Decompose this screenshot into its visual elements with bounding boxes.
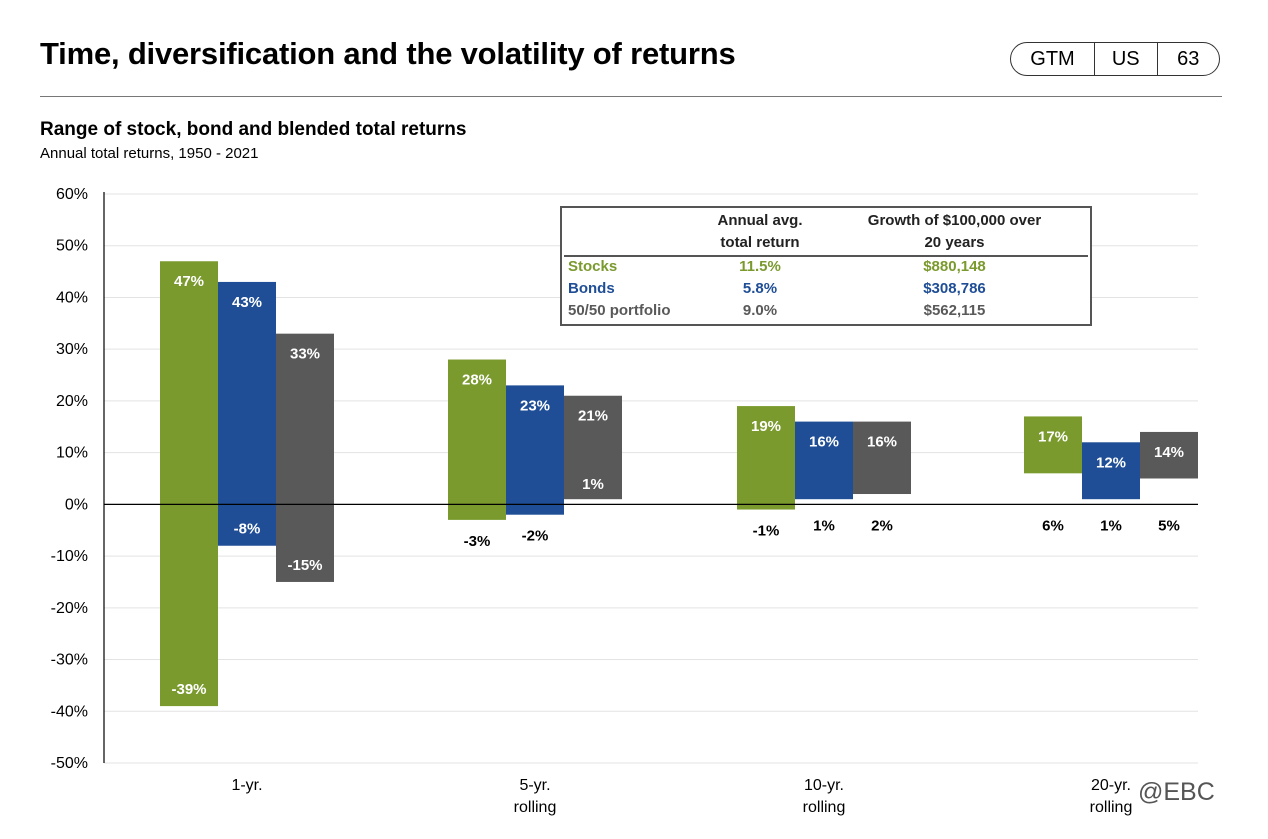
x-category-label: 10-yr. [804, 777, 844, 794]
x-category-label: 5-yr. [519, 777, 550, 794]
bar-1-0 [218, 281, 276, 546]
data-label-low: 2% [871, 517, 893, 534]
data-label-high: 33% [290, 346, 320, 363]
y-tick-label: 40% [56, 289, 88, 306]
bar-2-2 [853, 421, 911, 495]
x-category-label: 20-yr. [1091, 777, 1131, 794]
y-tick-label: -50% [51, 755, 88, 772]
page-badge: GTM US 63 [1010, 42, 1220, 76]
y-tick-label: -20% [51, 600, 88, 617]
data-label-high: 14% [1154, 444, 1184, 461]
data-label-low: 1% [582, 476, 604, 493]
legend-row-bonds: Bonds 5.8% $308,786 [562, 280, 1090, 302]
bar-0-2 [737, 406, 795, 510]
legend-name: Stocks [568, 258, 618, 275]
bar-1-2 [795, 421, 853, 500]
data-label-low: -1% [753, 523, 780, 540]
data-label-low: -15% [287, 557, 322, 574]
badge-gtm: GTM [1030, 47, 1075, 70]
legend-growth: $562,115 [923, 302, 986, 319]
data-label-high: 16% [867, 434, 897, 451]
y-tick-label: 10% [56, 445, 88, 462]
data-label-low: -8% [234, 521, 261, 538]
x-category-label: 1-yr. [231, 777, 262, 794]
data-label-low: 1% [1100, 517, 1122, 534]
legend-row-stocks: Stocks 11.5% $880,148 [562, 258, 1090, 280]
x-category-label: rolling [1090, 799, 1133, 816]
badge-region: US [1094, 43, 1157, 75]
legend-avg: 11.5% [739, 258, 781, 275]
x-category-label: rolling [803, 799, 846, 816]
data-label-low: 6% [1042, 517, 1064, 534]
legend-col-avg-line2: total return [720, 234, 800, 251]
y-tick-label: -30% [51, 652, 88, 669]
data-label-high: 16% [809, 434, 839, 451]
data-label-low: 1% [813, 517, 835, 534]
y-tick-label: 0% [65, 496, 88, 513]
legend-col-growth-header: Growth of $100,000 over 20 years [842, 210, 1067, 254]
legend-avg: 9.0% [742, 302, 778, 319]
x-category-label: rolling [514, 799, 557, 816]
legend-growth: $880,148 [923, 258, 986, 275]
legend-table: Annual avg. total return Growth of $100,… [560, 206, 1092, 326]
legend-name: 50/50 portfolio [568, 302, 671, 319]
legend-col-growth-line2: 20 years [924, 234, 985, 251]
badge-page-number: 63 [1156, 43, 1219, 75]
legend-avg: 5.8% [742, 280, 778, 297]
chart-subtitle: Range of stock, bond and blended total r… [40, 119, 467, 140]
bar-2-1 [564, 395, 622, 500]
data-label-low: 5% [1158, 517, 1180, 534]
data-label-high: 28% [462, 372, 492, 389]
page-title: Time, diversification and the volatility… [40, 36, 736, 71]
bar-2-3 [1140, 431, 1198, 479]
bar-0-0 [160, 261, 218, 707]
data-label-low: -39% [171, 681, 206, 698]
data-label-high: 43% [232, 294, 262, 311]
legend-col-growth-line1: Growth of $100,000 over [867, 212, 1042, 229]
watermark-logo: @EBC [1138, 778, 1215, 806]
bar-0-3 [1024, 416, 1082, 474]
bar-0-1 [448, 359, 506, 520]
data-label-high: 23% [520, 397, 550, 414]
chart-caption: Annual total returns, 1950 - 2021 [40, 145, 259, 162]
data-label-high: 19% [751, 418, 781, 435]
legend-col-avg-line1: Annual avg. [717, 212, 803, 229]
data-label-high: 12% [1096, 454, 1126, 471]
y-tick-label: 20% [56, 393, 88, 410]
legend-row-portfolio: 50/50 portfolio 9.0% $562,115 [562, 302, 1090, 324]
data-label-high: 17% [1038, 428, 1068, 445]
bar-2-0 [276, 333, 334, 582]
y-tick-label: 30% [56, 341, 88, 358]
title-divider [40, 96, 1222, 97]
legend-growth: $308,786 [923, 280, 986, 297]
y-tick-label: -10% [51, 548, 88, 565]
y-tick-label: 60% [56, 186, 88, 203]
data-label-high: 47% [174, 273, 204, 290]
data-label-low: -2% [522, 528, 549, 545]
legend-divider [564, 255, 1088, 257]
y-tick-label: -40% [51, 703, 88, 720]
y-tick-label: 50% [56, 238, 88, 255]
legend-col-avg-header: Annual avg. total return [690, 210, 830, 254]
bar-1-3 [1082, 442, 1140, 500]
bar-1-1 [506, 385, 564, 515]
legend-name: Bonds [568, 280, 615, 297]
data-label-high: 21% [578, 408, 608, 425]
data-label-low: -3% [464, 533, 491, 550]
